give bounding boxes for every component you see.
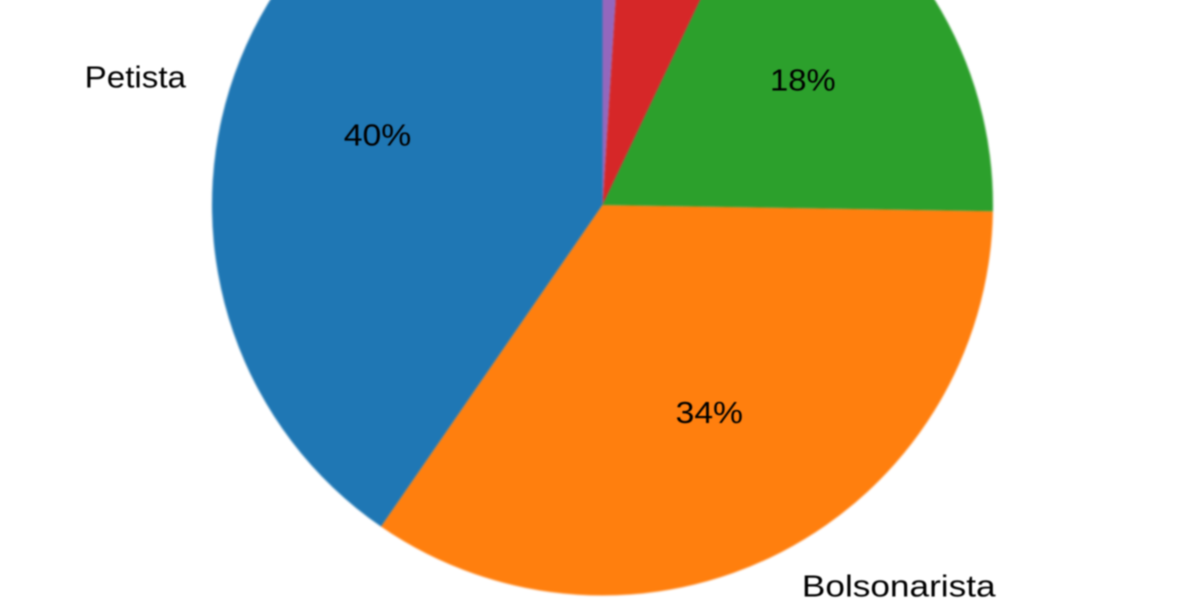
svg-text:40%: 40% — [344, 119, 412, 153]
svg-text:Bolsonarista: Bolsonarista — [802, 570, 996, 600]
svg-text:34%: 34% — [676, 396, 743, 430]
svg-text:18%: 18% — [770, 64, 836, 98]
svg-text:Petista: Petista — [85, 61, 186, 95]
